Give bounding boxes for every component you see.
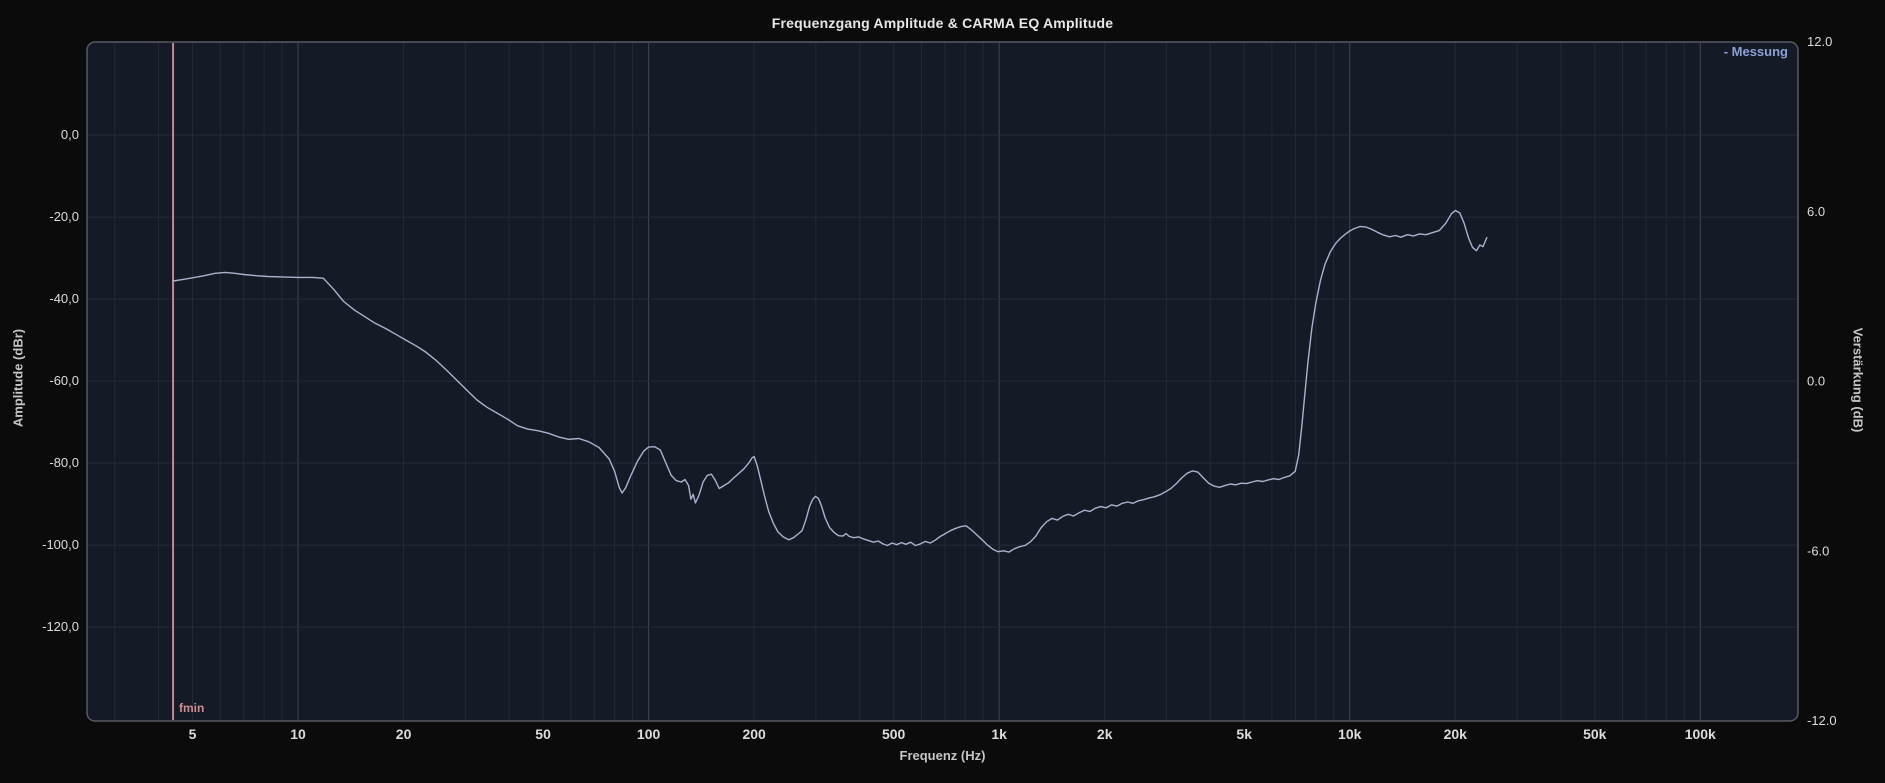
messung-curve <box>172 209 1488 553</box>
y-left-tick-label: -60,0 <box>49 373 79 388</box>
x-tick-label: 10k <box>1338 726 1362 742</box>
left-axis-title: Amplitude (dBr) <box>10 328 26 428</box>
x-tick-label: 2k <box>1097 726 1113 742</box>
chart-title: Frequenzgang Amplitude & CARMA EQ Amplit… <box>771 15 1114 31</box>
y-right-tick-label: 0.0 <box>1807 374 1825 389</box>
y-left-tick-label: -40,0 <box>49 291 79 306</box>
x-tick-label: 20k <box>1444 726 1468 742</box>
y-left-tick-label: 0,0 <box>61 127 79 142</box>
fmin-marker-label: fmin <box>179 701 205 715</box>
y-left-tick-label: -80,0 <box>49 455 79 470</box>
y-left-tick-label: -120,0 <box>42 619 79 634</box>
y-right-tick-label: -6.0 <box>1807 543 1829 558</box>
x-tick-label: 100 <box>637 726 661 742</box>
y-right-tick-label: 6.0 <box>1807 204 1825 219</box>
x-axis-title: Frequenz (Hz) <box>899 748 986 763</box>
y-right-tick-label: -12.0 <box>1807 713 1837 728</box>
x-tick-label: 10 <box>290 726 306 742</box>
right-axis-title: Verstärkung (dB) <box>1850 327 1866 433</box>
x-tick-label: 20 <box>396 726 412 742</box>
y-left-tick-label: -20,0 <box>49 209 79 224</box>
x-tick-label: 500 <box>882 726 906 742</box>
x-tick-label: 100k <box>1685 726 1716 742</box>
legend-messung: - Messung <box>1723 44 1788 59</box>
x-tick-label: 5 <box>189 726 197 742</box>
y-right-tick-label: 12.0 <box>1807 34 1832 49</box>
plot-frame <box>86 41 1799 722</box>
y-left-tick-label: -100,0 <box>42 537 79 552</box>
x-tick-label: 200 <box>742 726 766 742</box>
x-tick-label: 1k <box>991 726 1007 742</box>
x-tick-label: 5k <box>1236 726 1252 742</box>
x-tick-label: 50k <box>1583 726 1607 742</box>
x-tick-label: 50 <box>535 726 551 742</box>
